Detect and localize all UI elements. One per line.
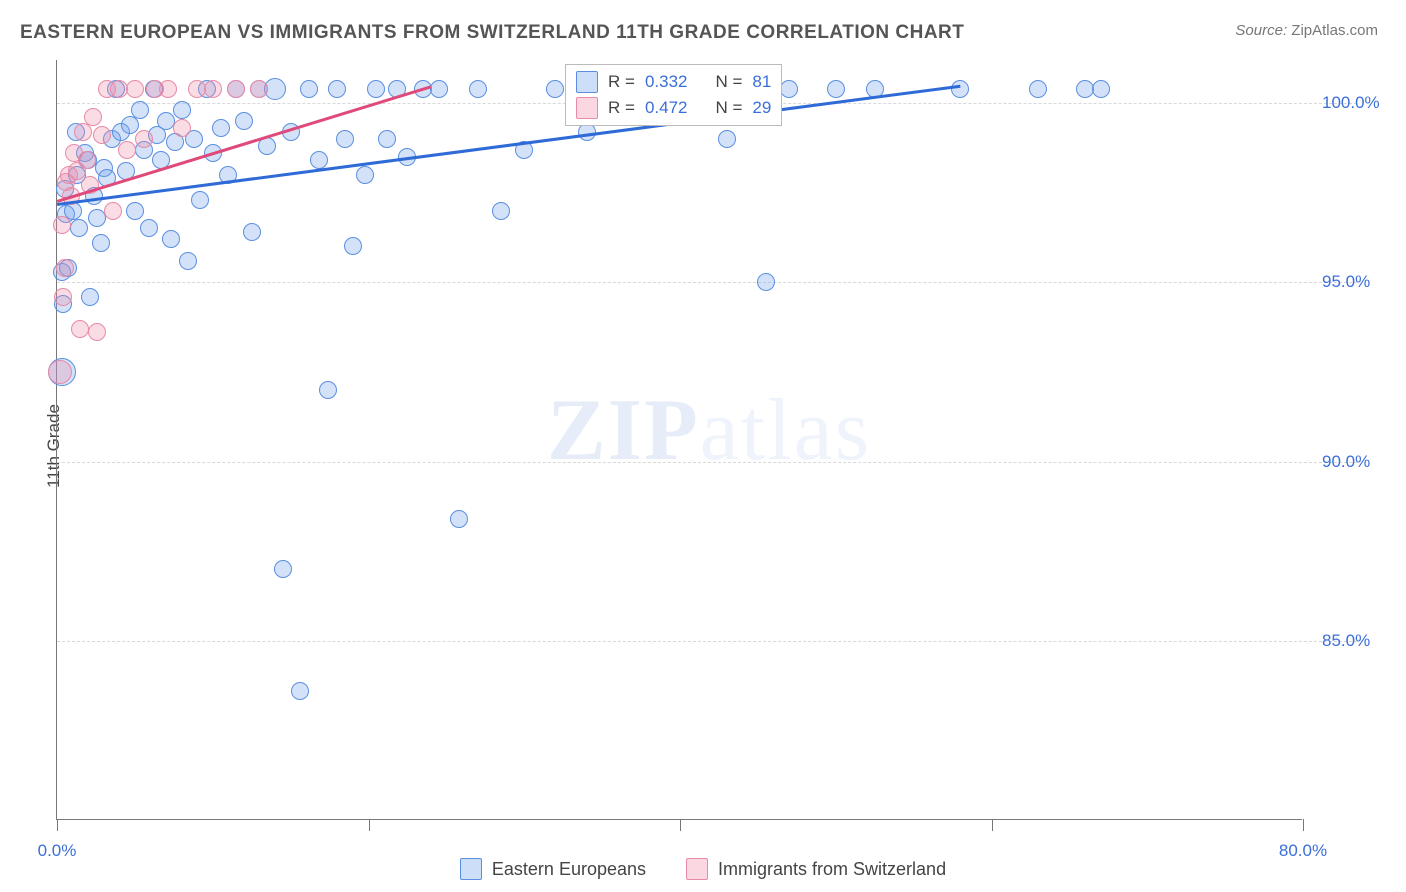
- data-point-pink: [126, 80, 144, 98]
- x-tick: [680, 819, 681, 831]
- stats-r-label: R =: [608, 98, 635, 118]
- gridline: [57, 462, 1357, 463]
- data-point-blue: [70, 219, 88, 237]
- stats-r-value: 0.332: [645, 72, 688, 92]
- x-tick: [992, 819, 993, 831]
- data-point-blue: [319, 381, 337, 399]
- data-point-blue: [191, 191, 209, 209]
- data-point-pink: [118, 141, 136, 159]
- data-point-pink: [204, 80, 222, 98]
- data-point-blue: [344, 237, 362, 255]
- data-point-blue: [1092, 80, 1110, 98]
- watermark: ZIPatlas: [547, 380, 871, 481]
- data-point-blue: [951, 80, 969, 98]
- stats-n-label: N =: [715, 72, 742, 92]
- stats-r-value: 0.472: [645, 98, 688, 118]
- data-point-blue: [235, 112, 253, 130]
- data-point-blue: [328, 80, 346, 98]
- data-point-pink: [53, 216, 71, 234]
- data-point-blue: [430, 80, 448, 98]
- data-point-blue: [291, 682, 309, 700]
- y-tick-label: 100.0%: [1322, 93, 1392, 113]
- stats-n-value: 29: [752, 98, 771, 118]
- stats-swatch-blue: [576, 71, 598, 93]
- data-point-pink: [84, 108, 102, 126]
- data-point-blue: [1029, 80, 1047, 98]
- page-root: EASTERN EUROPEAN VS IMMIGRANTS FROM SWIT…: [0, 0, 1406, 892]
- chart-title: EASTERN EUROPEAN VS IMMIGRANTS FROM SWIT…: [20, 22, 964, 44]
- data-point-blue: [212, 119, 230, 137]
- data-point-blue: [780, 80, 798, 98]
- gridline: [57, 282, 1357, 283]
- data-point-blue: [300, 80, 318, 98]
- source-credit: Source: ZipAtlas.com: [1235, 22, 1378, 39]
- watermark-zip: ZIP: [547, 382, 700, 479]
- data-point-blue: [243, 223, 261, 241]
- data-point-pink: [54, 288, 72, 306]
- data-point-blue: [336, 130, 354, 148]
- data-point-blue: [492, 202, 510, 220]
- y-tick-label: 85.0%: [1322, 631, 1392, 651]
- stats-legend: R = 0.332 N = 81 R = 0.472 N = 29: [565, 64, 782, 126]
- data-point-blue: [179, 252, 197, 270]
- gridline: [57, 641, 1357, 642]
- data-point-pink: [135, 130, 153, 148]
- data-point-blue: [367, 80, 385, 98]
- scatter-plot-area: ZIPatlas 85.0%90.0%95.0%100.0%0.0%80.0%: [56, 60, 1302, 820]
- legend-label-blue: Eastern Europeans: [492, 859, 646, 880]
- data-point-blue: [140, 219, 158, 237]
- data-point-blue: [274, 560, 292, 578]
- data-point-pink: [159, 80, 177, 98]
- data-point-blue: [356, 166, 374, 184]
- legend-item-blue: Eastern Europeans: [460, 858, 646, 880]
- data-point-blue: [827, 80, 845, 98]
- data-point-blue: [126, 202, 144, 220]
- stats-n-value: 81: [752, 72, 771, 92]
- data-point-pink: [71, 320, 89, 338]
- data-point-blue: [469, 80, 487, 98]
- data-point-blue: [718, 130, 736, 148]
- data-point-blue: [378, 130, 396, 148]
- data-point-pink: [78, 151, 96, 169]
- y-tick-label: 95.0%: [1322, 272, 1392, 292]
- x-tick: [369, 819, 370, 831]
- data-point-blue: [757, 273, 775, 291]
- data-point-blue: [310, 151, 328, 169]
- source-value: ZipAtlas.com: [1291, 22, 1378, 39]
- data-point-blue: [450, 510, 468, 528]
- stats-legend-row: R = 0.332 N = 81: [576, 69, 771, 95]
- data-point-pink: [93, 126, 111, 144]
- legend-label-pink: Immigrants from Switzerland: [718, 859, 946, 880]
- data-point-pink: [104, 202, 122, 220]
- source-label: Source:: [1235, 22, 1287, 39]
- y-tick-label: 90.0%: [1322, 452, 1392, 472]
- stats-n-label: N =: [715, 98, 742, 118]
- data-point-pink: [56, 259, 74, 277]
- data-point-pink: [48, 360, 72, 384]
- stats-legend-row: R = 0.472 N = 29: [576, 95, 771, 121]
- watermark-atlas: atlas: [700, 382, 871, 479]
- data-point-pink: [88, 323, 106, 341]
- data-point-blue: [92, 234, 110, 252]
- data-point-pink: [173, 119, 191, 137]
- x-tick: [1303, 819, 1304, 831]
- data-point-pink: [227, 80, 245, 98]
- bottom-legend: Eastern Europeans Immigrants from Switze…: [0, 858, 1406, 880]
- data-point-blue: [162, 230, 180, 248]
- legend-swatch-blue: [460, 858, 482, 880]
- data-point-pink: [250, 80, 268, 98]
- data-point-blue: [81, 288, 99, 306]
- stats-swatch-pink: [576, 97, 598, 119]
- data-point-blue: [173, 101, 191, 119]
- legend-swatch-pink: [686, 858, 708, 880]
- legend-item-pink: Immigrants from Switzerland: [686, 858, 946, 880]
- data-point-blue: [546, 80, 564, 98]
- x-tick: [57, 819, 58, 831]
- stats-r-label: R =: [608, 72, 635, 92]
- data-point-blue: [131, 101, 149, 119]
